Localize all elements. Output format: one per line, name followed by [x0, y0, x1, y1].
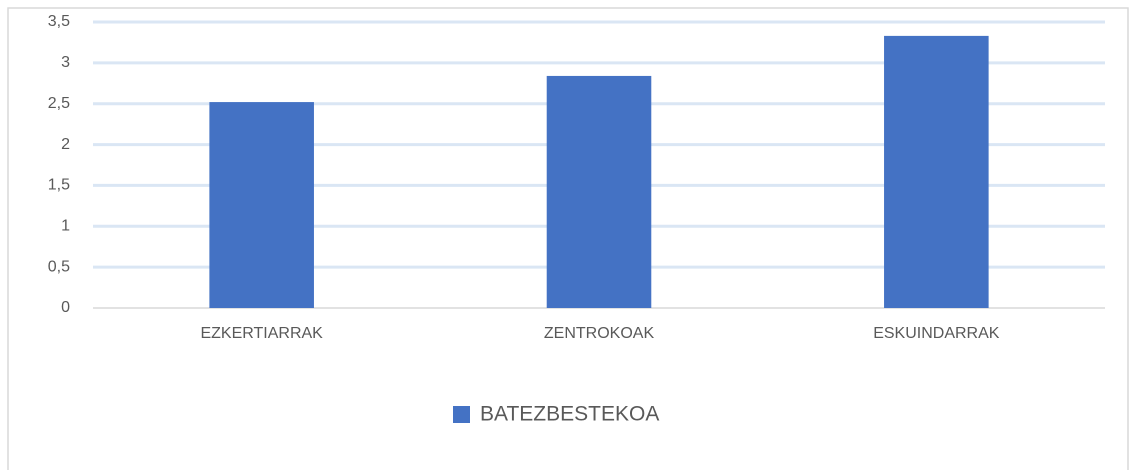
- x-tick-label: ZENTROKOAK: [544, 325, 655, 342]
- bar: [546, 75, 652, 308]
- legend-swatch: [453, 406, 470, 423]
- legend-label: BATEZBESTEKOA: [480, 403, 659, 426]
- y-tick-label: 3: [61, 54, 70, 71]
- y-tick-label: 2: [61, 136, 70, 153]
- bar: [884, 35, 989, 309]
- y-tick-label: 1,5: [48, 177, 70, 194]
- y-tick-label: 0,5: [48, 258, 70, 275]
- y-tick-label: 3,5: [48, 13, 70, 30]
- y-tick-label: 2,5: [48, 95, 70, 112]
- bar: [209, 102, 314, 308]
- x-tick-label: EZKERTIARRAK: [200, 325, 323, 342]
- y-tick-label: 0: [61, 299, 70, 316]
- x-tick-label: ESKUINDARRAK: [873, 325, 1000, 342]
- y-tick-label: 1: [61, 218, 70, 235]
